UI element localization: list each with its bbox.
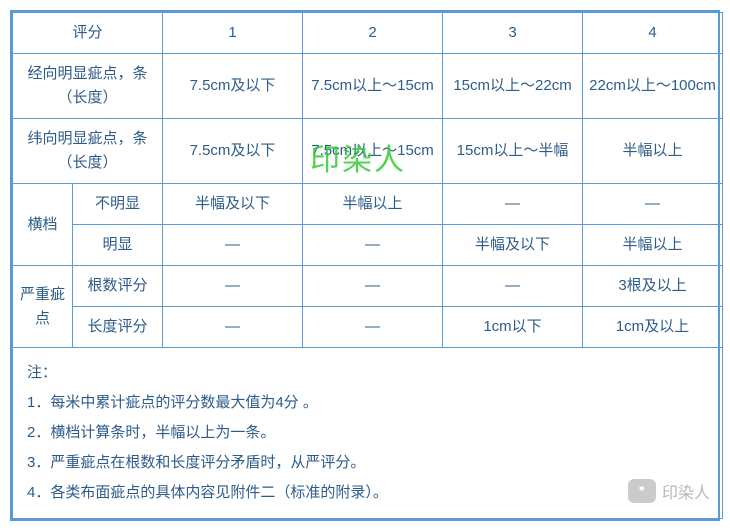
row-weft-label: 纬向明显疵点，条（长度） xyxy=(13,119,163,184)
notes-cell: 注： 1．每米中累计疵点的评分数最大值为4分 。 2．横档计算条时，半幅以上为一… xyxy=(13,348,723,519)
header-label: 评分 xyxy=(13,13,163,54)
cell: 15cm以上～半幅 xyxy=(443,119,583,184)
note-item: 2．横档计算条时，半幅以上为一条。 xyxy=(27,418,708,448)
cell: 1cm及以上 xyxy=(583,307,723,348)
cell: — xyxy=(163,307,303,348)
cell: — xyxy=(303,266,443,307)
cell: 半幅及以下 xyxy=(443,225,583,266)
header-col-2: 2 xyxy=(303,13,443,54)
header-col-3: 3 xyxy=(443,13,583,54)
notes-title: 注： xyxy=(27,358,708,388)
cell: — xyxy=(583,184,723,225)
cell: 半幅以上 xyxy=(303,184,443,225)
table-header-row: 评分 1 2 3 4 xyxy=(13,13,723,54)
cell: — xyxy=(443,266,583,307)
cell: 7.5cm及以下 xyxy=(163,119,303,184)
header-col-1: 1 xyxy=(163,13,303,54)
table-row: 横档 不明显 半幅及以下 半幅以上 — — xyxy=(13,184,723,225)
cell: 半幅以上 xyxy=(583,119,723,184)
note-item: 1．每米中累计疵点的评分数最大值为4分 。 xyxy=(27,388,708,418)
table-notes-row: 注： 1．每米中累计疵点的评分数最大值为4分 。 2．横档计算条时，半幅以上为一… xyxy=(13,348,723,519)
table-row: 明显 — — 半幅及以下 半幅以上 xyxy=(13,225,723,266)
row-bar-group-label: 横档 xyxy=(13,184,73,266)
table-row: 长度评分 — — 1cm以下 1cm及以上 xyxy=(13,307,723,348)
cell: 半幅及以下 xyxy=(163,184,303,225)
cell: 22cm以上～100cm xyxy=(583,54,723,119)
cell: 7.5cm及以下 xyxy=(163,54,303,119)
row-warp-label: 经向明显疵点，条（长度） xyxy=(13,54,163,119)
cell: 15cm以上～22cm xyxy=(443,54,583,119)
table-row: 经向明显疵点，条（长度） 7.5cm及以下 7.5cm以上～15cm 15cm以… xyxy=(13,54,723,119)
cell: 3根及以上 xyxy=(583,266,723,307)
scoring-table: 评分 1 2 3 4 经向明显疵点，条（长度） 7.5cm及以下 7.5cm以上… xyxy=(12,12,723,519)
cell: 半幅以上 xyxy=(583,225,723,266)
row-severe-sub1-label: 根数评分 xyxy=(73,266,163,307)
row-severe-sub2-label: 长度评分 xyxy=(73,307,163,348)
cell: — xyxy=(303,307,443,348)
table-row: 纬向明显疵点，条（长度） 7.5cm及以下 7.5cm以上～15cm 15cm以… xyxy=(13,119,723,184)
table-row: 严重疵点 根数评分 — — — 3根及以上 xyxy=(13,266,723,307)
cell: — xyxy=(443,184,583,225)
cell: 1cm以下 xyxy=(443,307,583,348)
cell: — xyxy=(163,266,303,307)
header-col-4: 4 xyxy=(583,13,723,54)
cell: 7.5cm以上～15cm xyxy=(303,119,443,184)
note-item: 4．各类布面疵点的具体内容见附件二（标准的附录）。 xyxy=(27,478,708,508)
cell: — xyxy=(303,225,443,266)
cell: — xyxy=(163,225,303,266)
row-severe-group-label: 严重疵点 xyxy=(13,266,73,348)
scoring-table-container: 评分 1 2 3 4 经向明显疵点，条（长度） 7.5cm及以下 7.5cm以上… xyxy=(10,10,720,521)
row-bar-sub1-label: 不明显 xyxy=(73,184,163,225)
note-item: 3．严重疵点在根数和长度评分矛盾时，从严评分。 xyxy=(27,448,708,478)
row-bar-sub2-label: 明显 xyxy=(73,225,163,266)
cell: 7.5cm以上～15cm xyxy=(303,54,443,119)
